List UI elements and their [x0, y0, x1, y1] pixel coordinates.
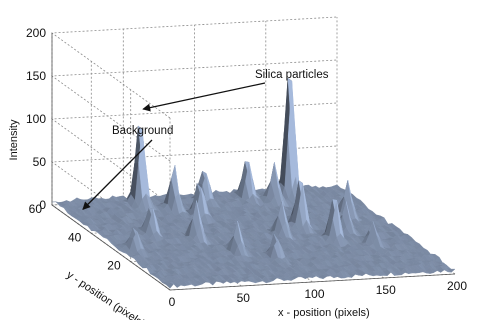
z-tick-label: 50 — [33, 155, 47, 169]
z-tick-label: 100 — [26, 112, 46, 126]
x-axis-label: x - position (pixels) — [278, 307, 370, 319]
z-axis-label: Intensity — [8, 119, 20, 160]
x-tick-label: 0 — [169, 295, 176, 309]
background-arrow — [82, 139, 153, 210]
surface — [51, 77, 456, 289]
annotations: Silica particles Background — [82, 69, 329, 210]
surface-patch — [446, 268, 456, 273]
axis-edge — [51, 204, 171, 291]
z-tick-label: 200 — [26, 26, 46, 40]
axis-edge — [169, 273, 456, 291]
x-tick-label: 100 — [304, 287, 324, 301]
silica-arrow — [142, 82, 266, 112]
z-grid-line — [50, 16, 338, 119]
y-tick-label: 20 — [107, 259, 121, 273]
y-tick-label: 60 — [29, 202, 43, 216]
x-tick-label: 200 — [447, 279, 467, 293]
background-annotation: Background — [112, 125, 173, 137]
silica-particles-annotation: Silica particles — [255, 69, 329, 81]
x-tick-label: 150 — [376, 283, 396, 297]
y-tick-label: 40 — [68, 230, 82, 244]
y-axis-label: y - position (pixels) — [64, 269, 147, 320]
z-tick-label: 150 — [26, 69, 46, 83]
ticks: 0 50 100 150 200 0 50 100 150 200 20 40 60 — [26, 26, 467, 309]
z-tick-label: 0 — [39, 198, 46, 212]
x-tick-label: 50 — [237, 291, 251, 305]
